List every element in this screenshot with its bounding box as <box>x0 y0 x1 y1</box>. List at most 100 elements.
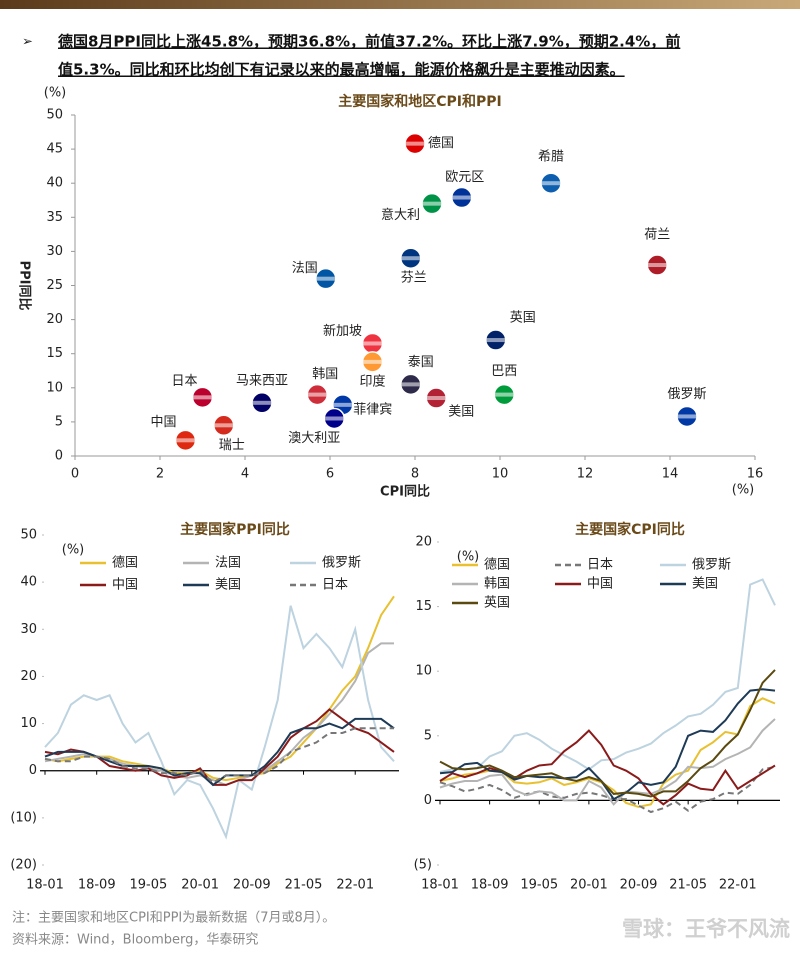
point-label: 菲律宾 <box>353 401 392 417</box>
point-label: 瑞士 <box>219 438 245 453</box>
series-line <box>44 642 394 786</box>
y-tick-label: 40 <box>46 176 63 191</box>
x-tick-label: 8 <box>411 467 419 482</box>
x-tick-label: 14 <box>662 467 679 482</box>
legend-label: 德国 <box>112 556 138 571</box>
flag-stripe <box>451 195 472 200</box>
flag-stripe <box>307 392 328 397</box>
flag-stripe <box>485 338 506 343</box>
series-line <box>44 717 395 787</box>
flag-stripe <box>175 438 196 443</box>
flag-stripe <box>405 141 425 146</box>
y-tick-label: 20 <box>20 669 37 684</box>
flag-stripe <box>192 395 213 400</box>
y-tick-label: 50 <box>20 528 37 543</box>
series-line <box>439 688 776 801</box>
x-tick-label: 18-09 <box>78 878 116 893</box>
y-tick-label: 40 <box>20 575 37 590</box>
series-line <box>44 595 395 782</box>
point-label: 日本 <box>171 374 197 389</box>
y-unit: (%) <box>62 543 85 558</box>
point-label: 欧元区 <box>445 170 484 185</box>
x-tick-label: 22-01 <box>336 878 374 893</box>
point-label: 马来西亚 <box>236 373 288 388</box>
legend-label: 法国 <box>215 556 241 571</box>
x-tick-label: 19-05 <box>520 878 558 893</box>
point-label: 希腊 <box>538 150 564 165</box>
y-tick-label: 0 <box>29 763 37 778</box>
point-label: 中国 <box>150 415 176 430</box>
legend-label: 日本 <box>322 578 348 593</box>
point-label: 巴西 <box>491 364 517 379</box>
chart-title: 主要国家PPI同比 <box>180 521 290 538</box>
x-tick-label: 18-01 <box>26 878 64 893</box>
x-tick-label: 4 <box>241 467 249 482</box>
watermark: 雪球：王爷不风流 <box>622 917 790 941</box>
flag-stripe <box>400 256 421 261</box>
flag-stripe <box>315 276 336 281</box>
y-axis-label: PPI同比 <box>17 261 33 311</box>
y-tick-label: 0 <box>424 793 432 808</box>
y-tick-label: 50 <box>46 108 63 123</box>
y-tick-label: 10 <box>415 664 432 679</box>
flag-stripe <box>362 359 383 364</box>
flag-stripe <box>252 400 272 405</box>
flag-stripe <box>426 396 447 401</box>
flag-stripe <box>362 341 383 346</box>
x-tick-label: 16 <box>747 467 764 482</box>
chart-title: 主要国家CPI同比 <box>575 521 685 538</box>
y-tick-label: (20) <box>10 858 37 873</box>
flag-stripe <box>494 392 515 397</box>
x-tick-label: 20-09 <box>233 878 271 893</box>
legend-label: 日本 <box>587 558 613 573</box>
flag-stripe <box>677 414 697 419</box>
legend-label: 德国 <box>484 558 510 573</box>
x-tick-label: 12 <box>577 467 594 482</box>
note: 注：主要国家和地区CPI和PPI为最新数据（7月或8月）。 <box>12 910 335 926</box>
flag-stripe <box>541 181 561 186</box>
header-line: 值5.3%。同比和环比均创下有记录以来的最高增幅，能源价格飙升是主要推动因素。 <box>58 61 625 79</box>
y-tick-label: 45 <box>46 142 63 157</box>
y-tick-label: 5 <box>55 414 63 429</box>
point-label: 德国 <box>428 136 454 151</box>
legend-label: 中国 <box>587 577 613 592</box>
point-label: 芬兰 <box>401 271 427 286</box>
y-tick-label: 25 <box>46 278 63 293</box>
legend-label: 英国 <box>484 596 510 611</box>
legend-label: 美国 <box>692 577 718 592</box>
point-label: 印度 <box>359 373 385 389</box>
x-axis-label: CPI同比 <box>380 484 430 500</box>
y-tick-label: 10 <box>46 380 63 395</box>
y-unit: (%) <box>44 86 67 101</box>
series-line <box>439 765 776 814</box>
point-label: 荷兰 <box>644 228 670 243</box>
x-tick-label: 6 <box>326 467 334 482</box>
series-line <box>439 718 776 806</box>
chart-title: 主要国家和地区CPI和PPI <box>338 93 501 110</box>
legend-label: 美国 <box>215 578 241 593</box>
x-tick-label: 20-01 <box>181 878 219 893</box>
y-tick-label: (5) <box>414 858 432 873</box>
legend-label: 韩国 <box>484 577 510 592</box>
point-label: 美国 <box>448 405 474 420</box>
series-line <box>44 708 395 786</box>
x-tick-label: 22-01 <box>719 878 757 893</box>
y-tick-label: 10 <box>20 716 37 731</box>
flag-stripe <box>324 416 345 421</box>
flag-stripe <box>213 423 234 428</box>
flag-stripe <box>422 201 442 206</box>
x-tick-label: 21-05 <box>669 878 707 893</box>
y-tick-label: 0 <box>55 449 63 464</box>
x-tick-label: 20-09 <box>620 878 658 893</box>
x-tick-label: 18-01 <box>421 878 459 893</box>
source: 资料来源：Wind，Bloomberg，华泰研究 <box>12 933 258 948</box>
point-label: 新加坡 <box>323 323 362 339</box>
x-tick-label: 2 <box>156 467 164 482</box>
series-line <box>44 605 395 840</box>
point-label: 法国 <box>292 261 318 276</box>
y-tick-label: 15 <box>46 346 63 361</box>
point-label: 韩国 <box>312 367 338 382</box>
point-label: 俄罗斯 <box>667 387 706 402</box>
point-label: 澳大利亚 <box>288 430 340 446</box>
